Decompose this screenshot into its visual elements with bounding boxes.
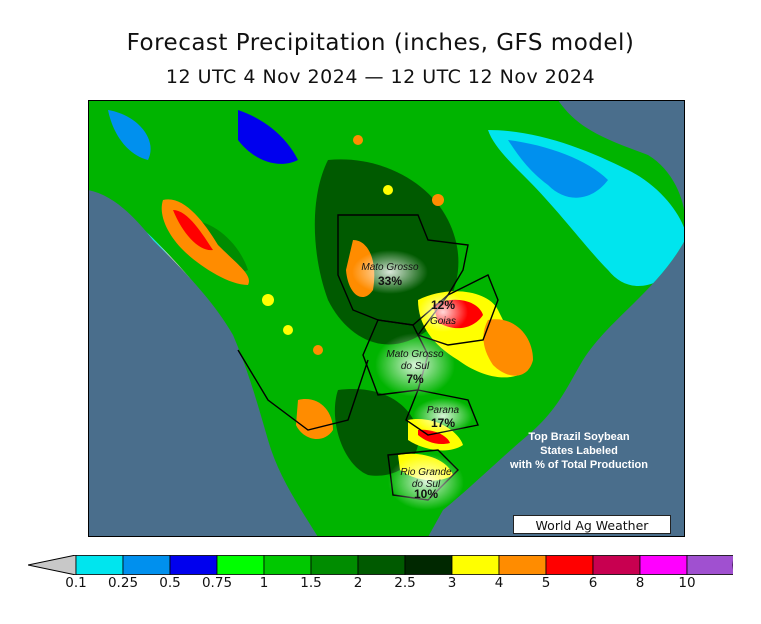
- state-label-matogrossodosul: Mato Grosso do Sul 7%: [375, 333, 455, 397]
- legend-tick-label: 10: [678, 575, 696, 591]
- precip-hotspot-southwest: [296, 399, 333, 440]
- svg-text:Mato Grosso: Mato Grosso: [386, 349, 444, 360]
- svg-text:17%: 17%: [431, 416, 455, 430]
- legend-under-arrow: [28, 555, 77, 575]
- precip-speck: [262, 294, 274, 306]
- legend-tick-label: 5: [541, 575, 551, 591]
- color-legend: [28, 555, 733, 575]
- soybean-note: Top Brazil Soybean States Labeled with %…: [510, 431, 648, 471]
- state-label-matogrosso: Mato Grosso 33%: [352, 250, 428, 294]
- legend-swatch: [686, 555, 733, 575]
- svg-text:10%: 10%: [414, 487, 438, 501]
- map-subtitle: 12 UTC 4 Nov 2024 — 12 UTC 12 Nov 2024: [165, 66, 596, 88]
- legend-swatch: [216, 555, 265, 575]
- legend-tick-label: 0.1: [65, 575, 87, 591]
- svg-text:do Sul: do Sul: [412, 479, 441, 490]
- legend-swatch: [122, 555, 171, 575]
- legend-swatch: [498, 555, 547, 575]
- map-title: Forecast Precipitation (inches, GFS mode…: [126, 30, 635, 56]
- precip-map: Mato Grosso 33% 12% Goias Mato Grosso do…: [88, 100, 685, 537]
- precip-hotspot-east: [483, 319, 533, 376]
- legend-tick-label: 1: [259, 575, 269, 591]
- legend-tick-label: 2.5: [394, 575, 416, 591]
- north-blue-2: [108, 110, 151, 160]
- northeast-moderate: [508, 140, 608, 198]
- svg-text:Goias: Goias: [430, 316, 456, 327]
- legend-tick-label: 6: [588, 575, 598, 591]
- legend-swatch: [451, 555, 500, 575]
- precip-speck: [383, 185, 393, 195]
- precip-hotspot-west-core: [173, 210, 213, 251]
- svg-text:Parana: Parana: [427, 405, 460, 416]
- svg-text:7%: 7%: [406, 372, 424, 386]
- legend-swatch: [169, 555, 218, 575]
- legend-swatch: [357, 555, 406, 575]
- legend-tick-label: 2: [353, 575, 363, 591]
- legend-tick-label: 8: [635, 575, 645, 591]
- legend-swatch: [545, 555, 594, 575]
- legend-tick-label: 1.5: [300, 575, 322, 591]
- state-label-parana: Parana 17%: [413, 398, 473, 434]
- legend-swatch: [263, 555, 312, 575]
- precip-speck: [353, 135, 363, 145]
- credit-box: World Ag Weather: [513, 515, 671, 534]
- state-label-goias: 12% Goias: [418, 292, 468, 332]
- svg-text:Mato Grosso: Mato Grosso: [361, 262, 419, 273]
- svg-text:33%: 33%: [378, 274, 402, 288]
- precip-speck: [313, 345, 323, 355]
- legend-tick-label: 0.75: [201, 575, 233, 591]
- precip-speck: [432, 194, 444, 206]
- legend-swatch: [639, 555, 688, 575]
- legend-swatch: [75, 555, 124, 575]
- legend-tick-label: 3: [447, 575, 457, 591]
- legend-swatch: [404, 555, 453, 575]
- precip-speck: [283, 325, 293, 335]
- svg-text:12%: 12%: [431, 298, 455, 312]
- legend-swatch: [592, 555, 641, 575]
- svg-text:Rio Grande: Rio Grande: [400, 467, 452, 478]
- svg-text:do Sul: do Sul: [401, 361, 430, 372]
- legend-swatch: [310, 555, 359, 575]
- legend-tick-label: 0.5: [159, 575, 181, 591]
- legend-tick-label: 4: [494, 575, 504, 591]
- state-label-riograndedosul: Rio Grande do Sul 10%: [388, 454, 464, 510]
- legend-tick-label: 0.25: [107, 575, 139, 591]
- north-blue: [238, 110, 298, 164]
